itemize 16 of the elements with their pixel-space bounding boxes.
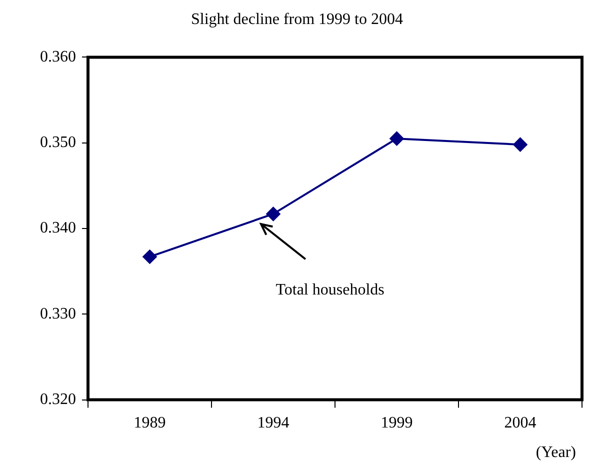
chart-title: Slight decline from 1999 to 2004	[191, 10, 403, 28]
y-tick-label: 0.320	[40, 391, 76, 408]
x-tick-label: 1989	[134, 414, 166, 432]
y-tick-label: 0.350	[40, 134, 76, 152]
point	[266, 206, 280, 221]
y-tick-label: 0.340	[40, 220, 76, 237]
x-tick-label: 2004	[504, 414, 536, 432]
point	[142, 250, 157, 264]
point	[390, 132, 404, 146]
x-tick-label: 1999	[380, 414, 413, 432]
annotation: Total households	[276, 281, 384, 298]
point	[513, 138, 528, 152]
y-tick-label: 0.360	[40, 48, 76, 66]
y-tick-label: 0.330	[40, 305, 76, 322]
x-tick-label: 1994	[257, 414, 290, 432]
x-axis-title: (Year)	[536, 444, 576, 462]
